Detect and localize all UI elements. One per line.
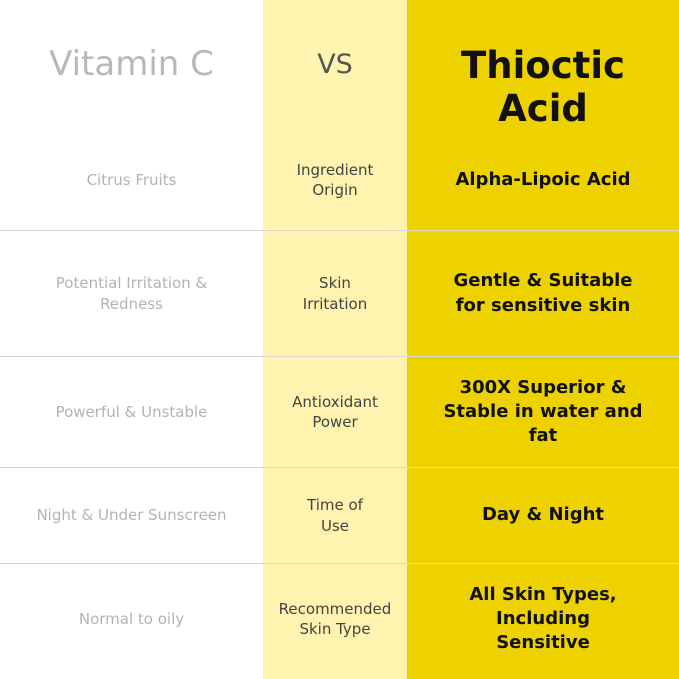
row-5-middle: Recommended Skin Type — [278, 599, 392, 638]
thioctic-acid-column — [407, 0, 679, 679]
criteria-column — [263, 0, 407, 679]
row-3-middle: Antioxidant Power — [292, 392, 378, 431]
row-4-left: Night & Under Sunscreen — [36, 506, 227, 525]
row-2-left: Potential Irritation & Redness — [55, 274, 208, 313]
row-1-right: Alpha-Lipoic Acid — [455, 168, 631, 190]
vitamin-c-column — [0, 0, 263, 679]
row-1-left: Citrus Fruits — [86, 170, 177, 189]
row-divider — [0, 563, 679, 564]
row-2-middle: Skin Irritation — [302, 274, 368, 313]
row-2-right: Gentle & Suitable for sensitive skin — [453, 270, 633, 316]
header-vs: VS — [317, 48, 353, 80]
row-3-right: 300X Superior & Stable in water and fat — [443, 376, 643, 447]
row-5-right: All Skin Types, Including Sensitive — [469, 583, 617, 654]
row-divider — [0, 467, 679, 468]
row-4-middle: Time of Use — [307, 496, 363, 535]
header-vitamin-c: Vitamin C — [49, 44, 214, 85]
row-divider — [0, 356, 679, 357]
row-divider — [0, 230, 679, 231]
row-4-right: Day & Night — [481, 504, 605, 526]
row-5-left: Normal to oily — [78, 609, 185, 628]
row-1-middle: Ingredient Origin — [296, 160, 374, 199]
header-thioctic-acid: Thioctic Acid — [461, 44, 625, 130]
row-3-left: Powerful & Unstable — [55, 402, 208, 421]
